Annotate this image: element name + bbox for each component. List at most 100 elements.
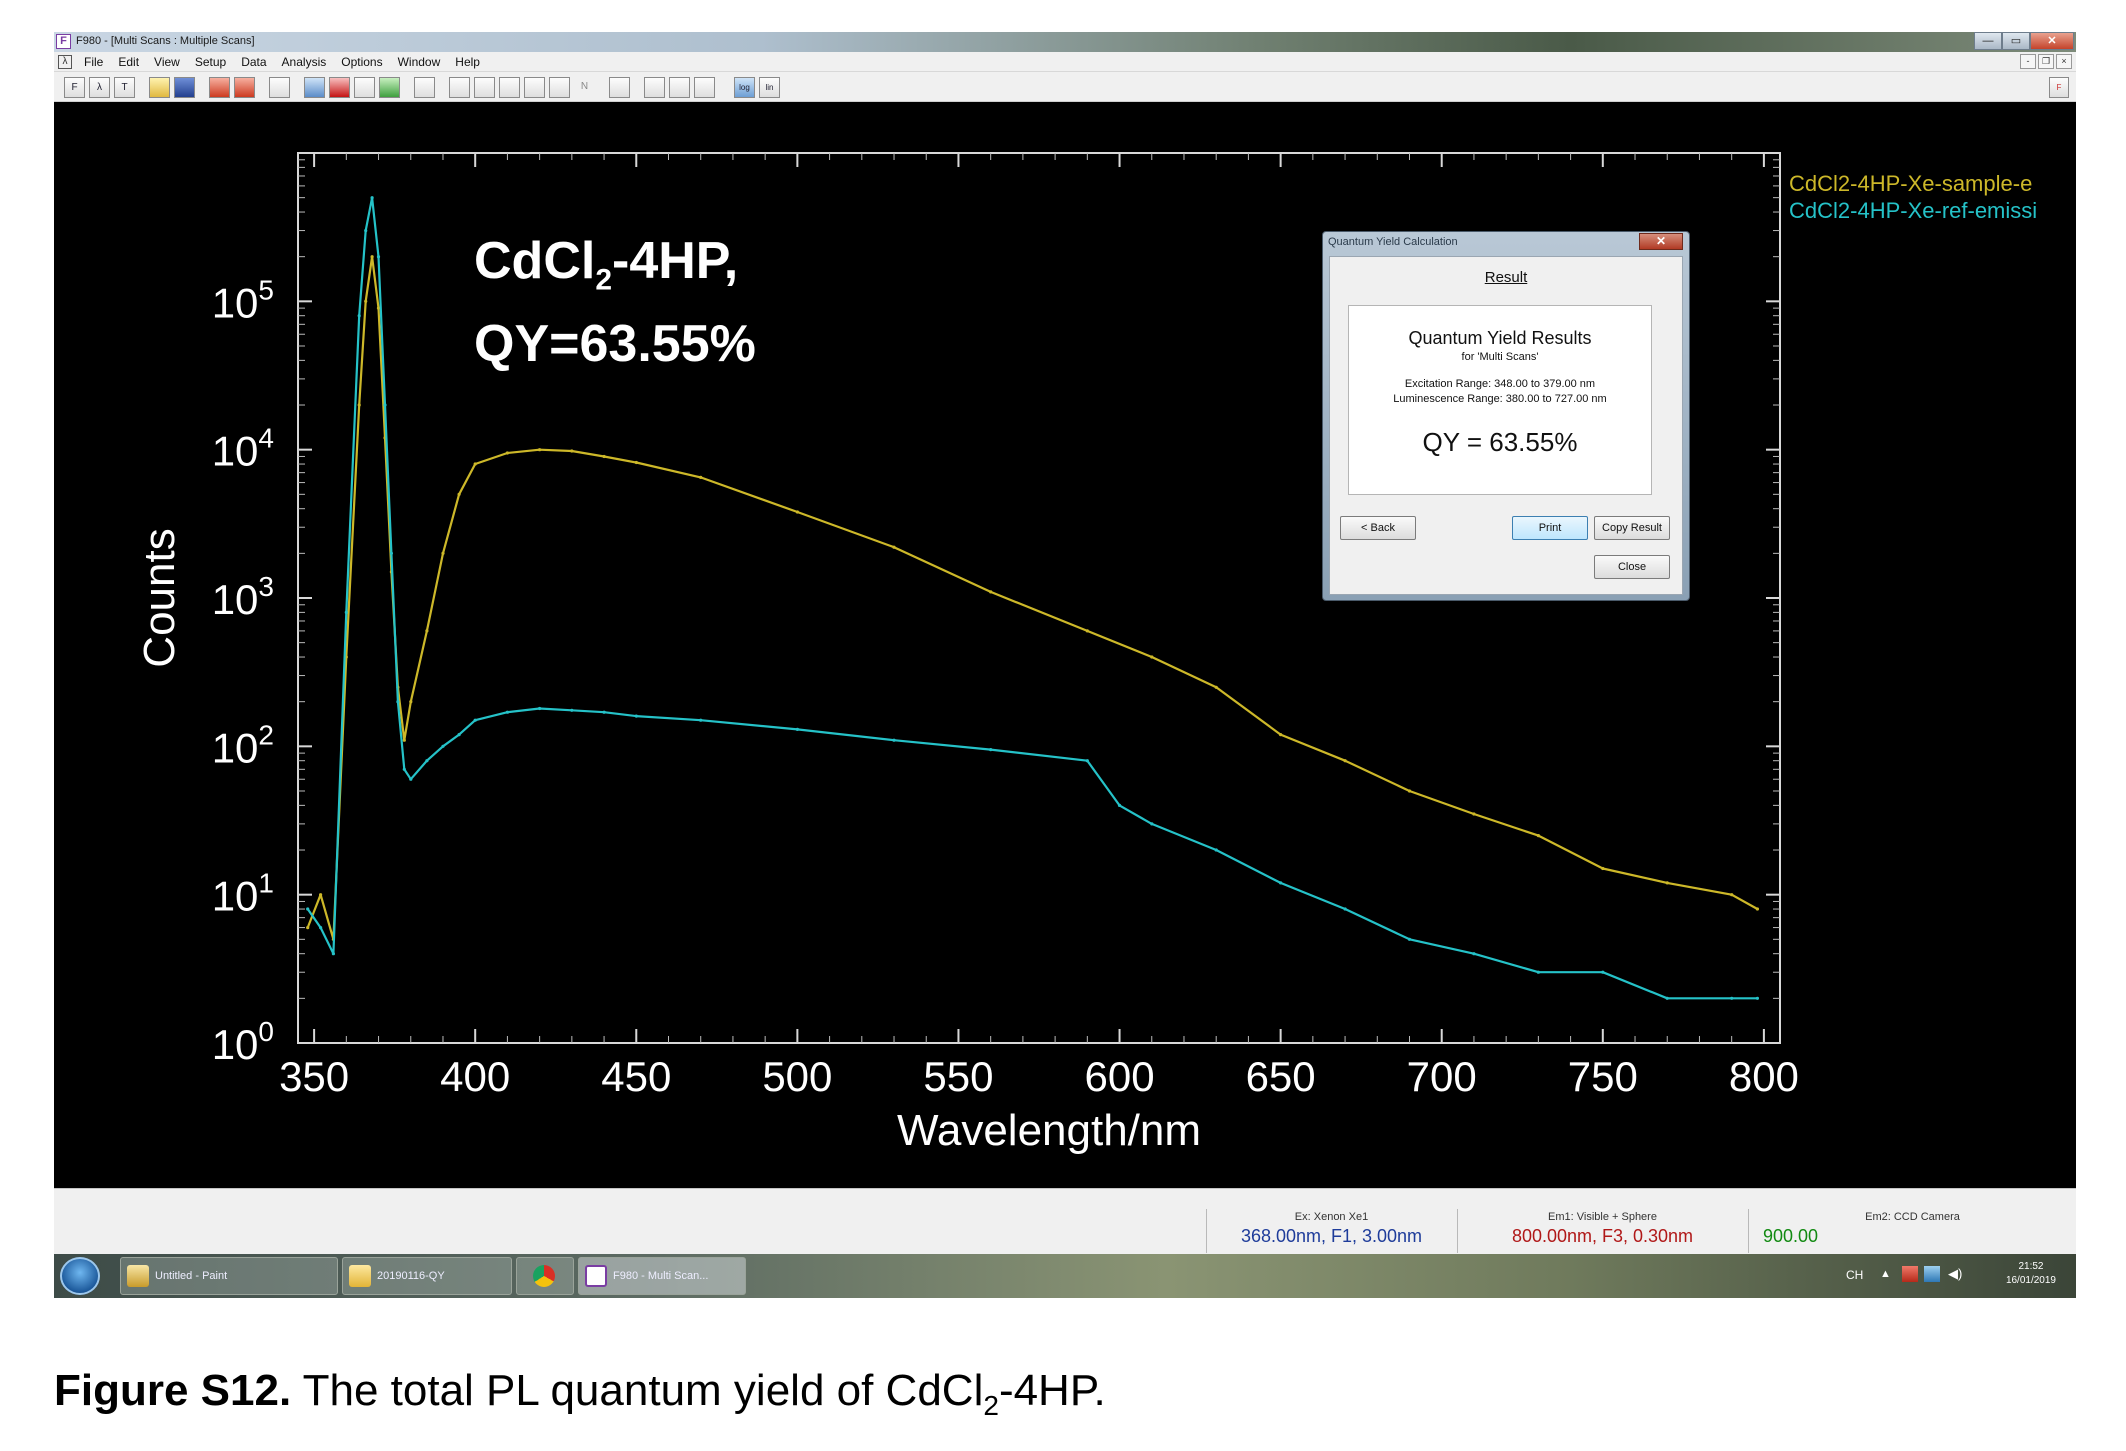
- status-bar: Ex: Xenon Xe1 368.00nm, F1, 3.00nm Em1: …: [54, 1188, 2076, 1254]
- n-icon[interactable]: N: [580, 81, 589, 92]
- stop-icon[interactable]: [329, 77, 350, 98]
- action-center-icon[interactable]: [1902, 1266, 1918, 1282]
- app-icon: F: [56, 34, 71, 49]
- data-point-reference: [1601, 970, 1605, 974]
- minimize-button[interactable]: —: [1974, 32, 2002, 50]
- x-tick-label: 350: [279, 1053, 349, 1100]
- menu-window[interactable]: Window: [397, 55, 441, 69]
- luminescence-range: Luminescence Range: 380.00 to 727.00 nm: [1393, 393, 1607, 405]
- data-point-sample: [989, 590, 993, 594]
- x-tick-label: 500: [762, 1053, 832, 1100]
- close-button[interactable]: ✕: [2030, 32, 2074, 50]
- language-indicator[interactable]: CH: [1846, 1268, 1864, 1282]
- copy-plot-icon[interactable]: [304, 77, 325, 98]
- results-panel: Quantum Yield Results for 'Multi Scans' …: [1348, 305, 1652, 495]
- data-point-reference: [409, 777, 413, 781]
- data-point-reference: [441, 744, 445, 748]
- qy-annotation: CdCl2-4HP, QY=63.55%: [474, 229, 756, 376]
- multi-scan-icon[interactable]: [609, 77, 630, 98]
- taskbar-chrome[interactable]: [516, 1257, 574, 1295]
- open-folder-icon[interactable]: [149, 77, 170, 98]
- menu-options[interactable]: Options: [341, 55, 383, 69]
- window-controls: — ▭ ✕: [1974, 32, 2074, 50]
- import-icon[interactable]: [234, 77, 255, 98]
- data-point-reference: [396, 700, 400, 704]
- plot-icon[interactable]: [549, 77, 570, 98]
- document-icon[interactable]: [354, 77, 375, 98]
- data-point-sample: [602, 454, 606, 459]
- data-point-reference: [370, 196, 374, 200]
- menu-help[interactable]: Help: [455, 55, 480, 69]
- back-button[interactable]: < Back: [1340, 516, 1416, 540]
- data-point-sample: [306, 926, 310, 930]
- menu-file[interactable]: File: [84, 55, 104, 69]
- grid-icon[interactable]: [379, 77, 400, 98]
- peak-icon[interactable]: [499, 77, 520, 98]
- data-point-reference: [306, 907, 310, 911]
- app-toolbar-icon[interactable]: F: [2049, 77, 2069, 98]
- start-button[interactable]: [60, 1257, 100, 1295]
- data-point-sample: [319, 893, 323, 897]
- overlay-icon[interactable]: [669, 77, 690, 98]
- cursor-icon[interactable]: [694, 77, 715, 98]
- data-point-sample: [376, 306, 381, 310]
- caption-text: The total PL quantum yield of CdCl: [291, 1366, 984, 1415]
- taskbar-f980[interactable]: F980 - Multi Scan...: [578, 1257, 746, 1295]
- data-point-sample: [1755, 907, 1759, 911]
- menu-view[interactable]: View: [154, 55, 180, 69]
- close-dialog-button[interactable]: Close: [1594, 555, 1670, 579]
- fit-icon[interactable]: [644, 77, 665, 98]
- data-point-sample: [634, 460, 638, 465]
- maximize-button[interactable]: ▭: [2002, 32, 2030, 50]
- lambda-tool-icon[interactable]: λ: [89, 77, 110, 98]
- data-point-reference: [1407, 937, 1412, 941]
- lambda-icon[interactable]: λ: [58, 55, 72, 69]
- clock[interactable]: 21:52 16/01/2019: [2006, 1260, 2056, 1288]
- zoom-out-icon[interactable]: [474, 77, 495, 98]
- excitation-status: Ex: Xenon Xe1 368.00nm, F1, 3.00nm: [1206, 1209, 1456, 1253]
- data-point-sample: [1279, 733, 1283, 737]
- menu-setup[interactable]: Setup: [194, 55, 227, 69]
- clock-date: 16/01/2019: [2005, 1275, 2056, 1286]
- menu-bar: λ File Edit View Setup Data Analysis Opt…: [54, 52, 2076, 72]
- data-point-reference: [570, 708, 574, 712]
- network-icon[interactable]: [1924, 1266, 1940, 1282]
- taskbar-paint[interactable]: Untitled - Paint: [120, 1257, 338, 1295]
- taskbar-folder[interactable]: 20190116-QY: [342, 1257, 512, 1295]
- data-point-reference: [1472, 952, 1476, 956]
- f980-icon: [585, 1265, 607, 1288]
- text-tool-icon[interactable]: T: [114, 77, 135, 98]
- print-button[interactable]: Print: [1512, 516, 1588, 540]
- taskbar-f980-label: F980 - Multi Scan...: [613, 1270, 709, 1282]
- export-icon[interactable]: [209, 77, 230, 98]
- menu-data[interactable]: Data: [241, 55, 267, 69]
- menu-edit[interactable]: Edit: [118, 55, 140, 69]
- mdi-restore-button[interactable]: ❐: [2038, 54, 2054, 69]
- copy-result-button[interactable]: Copy Result: [1594, 516, 1670, 540]
- dialog-close-icon[interactable]: ✕: [1639, 233, 1683, 250]
- zoom-in-icon[interactable]: [449, 77, 470, 98]
- mdi-minimize-button[interactable]: -: [2020, 54, 2036, 69]
- legend-sample: CdCl2-4HP-Xe-sample-e: [1789, 171, 2033, 196]
- save-icon[interactable]: [174, 77, 195, 98]
- emission1-status: Em1: Visible + Sphere 800.00nm, F3, 0.30…: [1457, 1209, 1747, 1253]
- linear-scale-button[interactable]: lin: [759, 77, 780, 98]
- data-point-reference: [1085, 759, 1089, 763]
- annotation-suffix: -4HP,: [612, 232, 739, 290]
- table-icon[interactable]: [524, 77, 545, 98]
- log-scale-button[interactable]: log: [734, 77, 755, 98]
- data-point-sample: [1730, 893, 1734, 897]
- tray-arrow-icon[interactable]: ▲: [1880, 1268, 1891, 1280]
- menu-analysis[interactable]: Analysis: [281, 55, 327, 69]
- mdi-close-button[interactable]: ×: [2056, 54, 2072, 69]
- data-point-sample: [1665, 881, 1669, 885]
- print-icon[interactable]: [269, 77, 290, 98]
- capture-icon[interactable]: [414, 77, 435, 98]
- title-bar: F F980 - [Multi Scans : Multiple Scans] …: [54, 32, 2076, 52]
- data-point-sample: [1343, 759, 1347, 763]
- volume-icon[interactable]: ◀): [1948, 1266, 1963, 1281]
- emission2-status-value: 900.00: [1763, 1226, 1819, 1246]
- x-tick-label: 450: [601, 1053, 671, 1100]
- f-tool-icon[interactable]: F: [64, 77, 85, 98]
- data-point-sample: [538, 448, 542, 452]
